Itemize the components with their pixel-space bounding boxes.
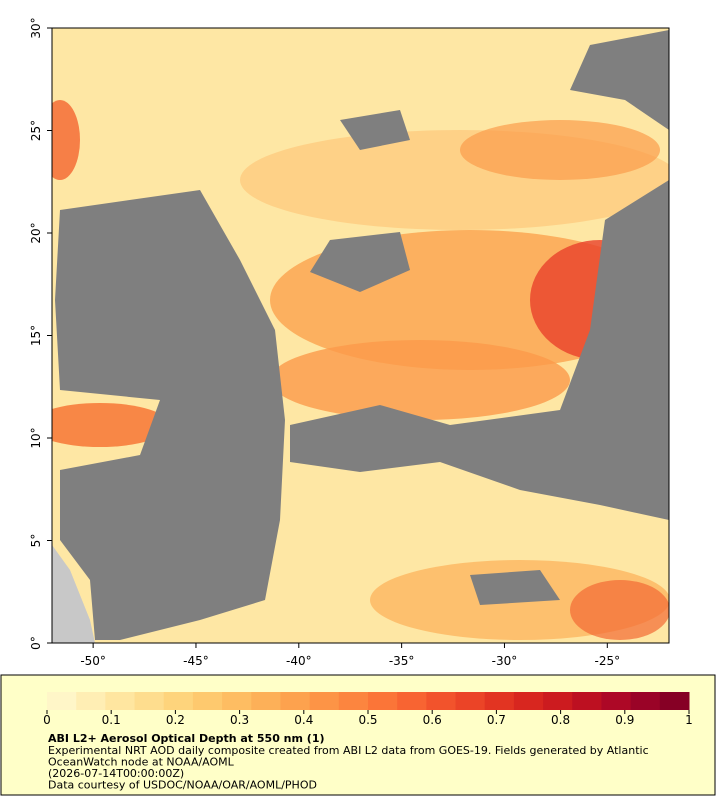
colorbar-band (543, 692, 573, 710)
colorbar-band (192, 692, 223, 710)
colorbar-band (338, 692, 369, 710)
y-tick-label: 25° (29, 120, 43, 141)
colorbar-tick-label: 0.4 (294, 713, 313, 727)
colorbar-band (309, 692, 340, 710)
colorbar-band (76, 692, 106, 710)
aod-field (52, 28, 669, 643)
colorbar-band (368, 692, 398, 710)
colorbar-band (105, 692, 136, 710)
colorbar-tick-label: 0.5 (358, 713, 377, 727)
colorbar-band (280, 692, 311, 710)
colorbar-band (397, 692, 427, 710)
y-tick-label: 5° (29, 534, 43, 548)
y-tick-label: 10° (29, 427, 43, 448)
colorbar-band (134, 692, 165, 710)
y-tick-label: 20° (29, 222, 43, 243)
colorbar-band (455, 692, 486, 710)
colorbar-band (630, 692, 661, 710)
colorbar-tick-label: 0.1 (102, 713, 121, 727)
colorbar-tick-label: 1 (685, 713, 693, 727)
y-tick-label: 30° (29, 17, 43, 38)
colorbar-band (513, 692, 544, 710)
colorbar-tick-label: 0.3 (230, 713, 249, 727)
caption-line: Data courtesy of USDOC/NOAA/OAR/AOML/PHO… (48, 779, 317, 792)
caption-line: OceanWatch node at NOAA/AOML (48, 756, 235, 769)
x-tick-label: -45° (183, 654, 209, 668)
x-tick-label: -40° (286, 654, 312, 668)
caption-line: (2026-07-14T00:00:00Z) (48, 767, 184, 780)
colorbar-tick-label: 0.6 (423, 713, 442, 727)
x-tick-label: -25° (594, 654, 620, 668)
colorbar-title: ABI L2+ Aerosol Optical Depth at 550 nm … (48, 732, 325, 745)
colorbar-band (222, 692, 252, 710)
colorbar-tick-label: 0 (43, 713, 51, 727)
y-tick-label: 15° (29, 325, 43, 346)
colorbar-band (426, 692, 457, 710)
colorbar-band (601, 692, 632, 710)
colorbar-band (484, 692, 515, 710)
caption-line: Experimental NRT AOD daily composite cre… (48, 744, 649, 757)
colorbar-tick-label: 0.7 (487, 713, 506, 727)
colorbar-band (572, 692, 602, 710)
colorbar-band (163, 692, 194, 710)
x-tick-label: -35° (389, 654, 415, 668)
colorbar-tick-label: 0.9 (615, 713, 634, 727)
colorbar-band (251, 692, 281, 710)
colorbar-tick-label: 0.8 (551, 713, 570, 727)
x-tick-label: -30° (492, 654, 518, 668)
x-tick-label: -50° (80, 654, 106, 668)
y-tick-label: 0° (29, 636, 43, 650)
colorbar-band (659, 692, 690, 710)
colorbar-tick-label: 0.2 (166, 713, 185, 727)
colorbar-band (47, 692, 77, 710)
